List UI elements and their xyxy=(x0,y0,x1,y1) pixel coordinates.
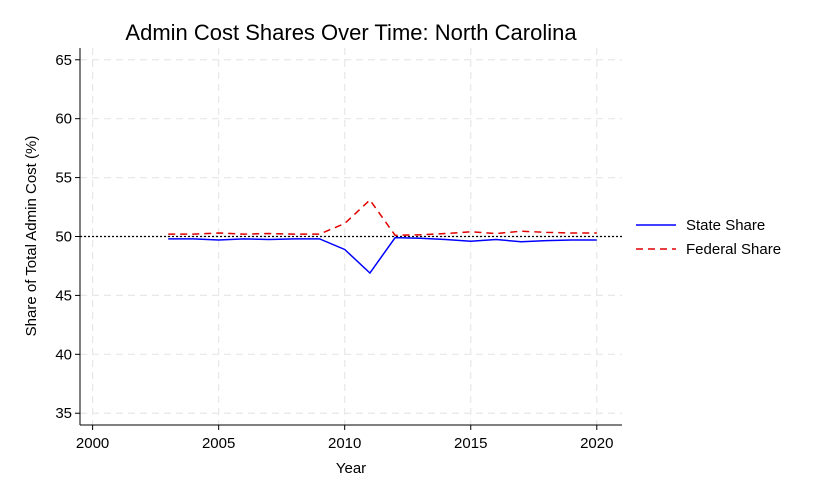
gridlines xyxy=(80,48,622,425)
x-tick-label: 2005 xyxy=(202,435,235,452)
x-tick-label: 2000 xyxy=(76,435,109,452)
y-tick-label: 55 xyxy=(55,170,72,187)
x-axis-label: Year xyxy=(336,460,366,477)
y-axis-label: Share of Total Admin Cost (%) xyxy=(23,136,40,337)
y-tick-label: 45 xyxy=(55,287,72,304)
y-tick-label: 65 xyxy=(55,52,72,69)
axes xyxy=(75,48,622,430)
y-tick-label: 50 xyxy=(55,229,72,246)
tick-labels: 35 40 45 50 55 60 65 2000 2005 2010 2015 2020 xyxy=(55,52,613,452)
y-tick-label: 60 xyxy=(55,111,72,128)
series-line-state-share xyxy=(168,236,597,275)
series-line-federal-share xyxy=(168,198,597,237)
legend-label: State Share xyxy=(686,217,765,234)
series-lines xyxy=(168,198,597,275)
y-tick-label: 35 xyxy=(55,405,72,422)
legend-label: Federal Share xyxy=(686,241,781,258)
x-tick-label: 2010 xyxy=(328,435,361,452)
chart-title: Admin Cost Shares Over Time: North Carol… xyxy=(125,20,577,45)
x-tick-label: 2020 xyxy=(580,435,613,452)
x-tick-label: 2015 xyxy=(454,435,487,452)
y-tick-label: 40 xyxy=(55,346,72,363)
legend: State Share Federal Share xyxy=(636,217,781,258)
